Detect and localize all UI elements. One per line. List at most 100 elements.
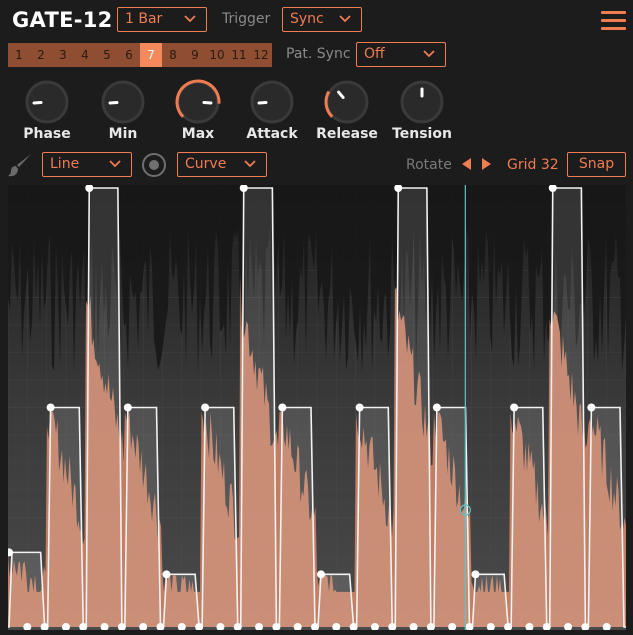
- pattern-button-9[interactable]: 9: [184, 43, 206, 67]
- envelope-point[interactable]: [349, 623, 358, 630]
- envelope-point[interactable]: [548, 185, 557, 192]
- envelope-point[interactable]: [409, 623, 418, 630]
- pattern-selector: 1 2 3 4 5 6 7 8 9 10 11 12: [8, 43, 272, 67]
- trigger-dropdown[interactable]: Sync: [282, 7, 362, 32]
- envelope-point[interactable]: [370, 623, 379, 630]
- pattern-button-12[interactable]: 12: [250, 43, 272, 67]
- trigger-value: Sync: [290, 11, 324, 27]
- phase-knob-label: Phase: [23, 126, 71, 142]
- min-knob-label: Min: [108, 126, 138, 142]
- line-dropdown[interactable]: Line: [42, 152, 132, 177]
- pattern-button-8[interactable]: 8: [162, 43, 184, 67]
- envelope-point[interactable]: [177, 623, 186, 630]
- pattern-button-7[interactable]: 7: [140, 43, 162, 67]
- snap-button[interactable]: Snap: [567, 152, 626, 177]
- rotate-label: Rotate: [406, 157, 452, 173]
- curve-dropdown[interactable]: Curve: [177, 152, 267, 177]
- min-knob[interactable]: [99, 78, 147, 126]
- chevron-down-icon: [244, 160, 256, 168]
- envelope-point[interactable]: [581, 623, 590, 630]
- attack-knob[interactable]: [248, 78, 296, 126]
- envelope-point[interactable]: [293, 623, 302, 630]
- envelope-point[interactable]: [504, 623, 513, 630]
- chevron-down-icon: [423, 50, 435, 58]
- max-knob[interactable]: [174, 78, 222, 126]
- envelope-point[interactable]: [239, 185, 248, 192]
- tension-knob-label: Tension: [392, 126, 452, 142]
- envelope-point[interactable]: [465, 623, 474, 630]
- playhead-marker: [459, 504, 471, 516]
- envelope-point[interactable]: [510, 403, 519, 412]
- plugin-title: GATE-12: [12, 8, 113, 32]
- chevron-down-icon: [184, 15, 196, 23]
- envelope-point[interactable]: [388, 623, 397, 630]
- max-knob-label: Max: [181, 126, 215, 142]
- release-knob[interactable]: [323, 78, 371, 126]
- envelope-point[interactable]: [162, 570, 171, 579]
- chevron-down-icon: [109, 160, 121, 168]
- pattern-button-11[interactable]: 11: [228, 43, 250, 67]
- envelope-point[interactable]: [85, 185, 94, 192]
- envelope-point[interactable]: [317, 570, 325, 579]
- envelope-point[interactable]: [564, 623, 573, 630]
- curve-value: Curve: [185, 156, 227, 172]
- pat-sync-dropdown[interactable]: Off: [356, 42, 446, 67]
- envelope-editor[interactable]: [8, 185, 626, 630]
- envelope-point[interactable]: [525, 623, 534, 630]
- envelope-point[interactable]: [156, 623, 165, 630]
- point-mode-icon[interactable]: [141, 152, 167, 178]
- pattern-button-6[interactable]: 6: [118, 43, 140, 67]
- phase-knob[interactable]: [23, 78, 71, 126]
- length-dropdown[interactable]: 1 Bar: [117, 7, 207, 32]
- envelope-point[interactable]: [486, 623, 495, 630]
- envelope-point[interactable]: [139, 623, 148, 630]
- envelope-point[interactable]: [117, 623, 126, 630]
- pattern-button-2[interactable]: 2: [30, 43, 52, 67]
- envelope-point[interactable]: [278, 403, 287, 412]
- pattern-button-4[interactable]: 4: [74, 43, 96, 67]
- envelope-point[interactable]: [233, 623, 242, 630]
- envelope-point[interactable]: [448, 623, 457, 630]
- envelope-point[interactable]: [394, 185, 403, 192]
- envelope-point[interactable]: [272, 623, 281, 630]
- release-knob-label: Release: [316, 126, 378, 142]
- rotate-right-icon[interactable]: [482, 158, 491, 170]
- envelope-point[interactable]: [471, 570, 480, 579]
- rotate-left-icon[interactable]: [462, 158, 471, 170]
- chevron-down-icon: [339, 15, 351, 23]
- pattern-button-10[interactable]: 10: [206, 43, 228, 67]
- paint-brush-icon[interactable]: [6, 151, 34, 179]
- tension-knob[interactable]: [398, 78, 446, 126]
- envelope-point[interactable]: [355, 403, 364, 412]
- envelope-point[interactable]: [46, 403, 55, 412]
- attack-knob-label: Attack: [246, 126, 298, 142]
- pat-sync-value: Off: [364, 46, 385, 62]
- waveform-shadow: [8, 185, 626, 374]
- pattern-button-3[interactable]: 3: [52, 43, 74, 67]
- pat-sync-label: Pat. Sync: [286, 46, 351, 62]
- envelope-point[interactable]: [587, 403, 596, 412]
- envelope-point[interactable]: [195, 623, 204, 630]
- pattern-button-5[interactable]: 5: [96, 43, 118, 67]
- envelope-point[interactable]: [332, 623, 341, 630]
- envelope-point[interactable]: [201, 403, 210, 412]
- audio-waveform: [8, 274, 626, 627]
- envelope-point[interactable]: [602, 623, 611, 630]
- envelope-point[interactable]: [8, 548, 13, 557]
- length-value: 1 Bar: [125, 11, 163, 27]
- envelope-point[interactable]: [123, 403, 132, 412]
- menu-icon[interactable]: [601, 11, 626, 30]
- envelope-point[interactable]: [79, 623, 88, 630]
- envelope-point[interactable]: [311, 623, 319, 630]
- envelope-point[interactable]: [426, 623, 435, 630]
- envelope-point[interactable]: [542, 623, 551, 630]
- envelope-point[interactable]: [23, 623, 32, 630]
- pattern-button-1[interactable]: 1: [8, 43, 30, 67]
- envelope-point[interactable]: [432, 403, 441, 412]
- envelope-point[interactable]: [100, 623, 109, 630]
- envelope-point[interactable]: [216, 623, 225, 630]
- grid-size[interactable]: Grid 32: [507, 157, 559, 173]
- envelope-point[interactable]: [61, 623, 70, 630]
- envelope-point[interactable]: [255, 623, 264, 630]
- envelope-point[interactable]: [40, 623, 49, 630]
